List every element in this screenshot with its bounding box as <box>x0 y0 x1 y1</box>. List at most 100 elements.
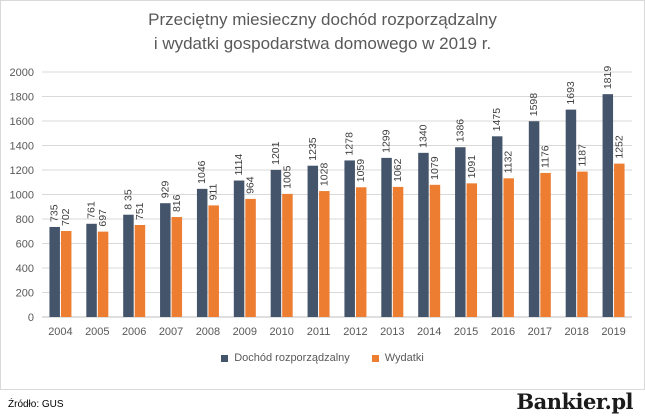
data-label-wydatki: 1091 <box>466 155 478 179</box>
bar-dochod <box>49 226 60 317</box>
x-tick-label: 2013 <box>380 326 404 338</box>
y-tick-label: 1600 <box>10 116 34 128</box>
source-note: Źródło: GUS <box>8 399 64 410</box>
y-tick-label: 800 <box>16 214 34 226</box>
chart-title-line-2: i wydatki gospodarstwa domowego w 2019 r… <box>153 34 492 53</box>
chart-legend: Dochód rozporządzalny Wydatki <box>0 352 645 364</box>
x-tick-label: 2008 <box>196 326 220 338</box>
bar-dochod <box>233 180 245 317</box>
y-tick-label: 2000 <box>10 67 34 79</box>
data-label-wydatki: 1062 <box>392 158 404 182</box>
logo-main: Bankier <box>516 389 605 414</box>
x-tick-label: 2017 <box>528 326 552 338</box>
data-label-wydatki: 1079 <box>429 156 441 180</box>
bar-dochod <box>270 169 282 317</box>
data-label-wydatki: 816 <box>171 194 183 212</box>
bar-wydatki <box>392 186 404 317</box>
data-label-dochod: 1386 <box>454 119 466 143</box>
x-tick-label: 2010 <box>269 326 293 338</box>
y-tick-label: 1400 <box>10 141 34 153</box>
data-label-dochod: 1201 <box>270 141 282 165</box>
bar-wydatki <box>577 171 588 317</box>
data-label-dochod: 1235 <box>307 137 319 161</box>
data-label-dochod: 1598 <box>528 93 540 117</box>
data-label-wydatki: 751 <box>134 202 146 220</box>
bar-chart: 0 200 400 600 800 1000 1200 1400 1600 1800 2000 735… <box>10 66 632 338</box>
bar-wydatki <box>97 231 109 317</box>
legend-item-dochod: Dochód rozporządzalny <box>221 352 350 364</box>
bankier-logo: Bankier.pl <box>516 389 633 414</box>
bar-dochod <box>418 152 429 317</box>
bar-dochod <box>344 160 355 317</box>
x-tick-label: 2007 <box>159 326 183 338</box>
data-label-wydatki: 702 <box>60 208 72 226</box>
bar-dochod <box>491 136 503 317</box>
bar-wydatki <box>60 231 72 317</box>
y-tick-label: 0 <box>28 312 34 324</box>
x-tick-label: 2018 <box>564 326 588 338</box>
x-tick-label: 2009 <box>233 326 257 338</box>
data-label-dochod: 8 35 <box>122 189 134 210</box>
x-tick-label: 2004 <box>48 326 72 338</box>
x-tick-label: 2015 <box>454 326 478 338</box>
bar-wydatki <box>319 191 330 317</box>
bar-dochod <box>565 109 577 317</box>
bar-dochod <box>602 94 614 317</box>
bar-dochod <box>86 223 97 317</box>
data-label-dochod: 929 <box>159 181 171 199</box>
bar-wydatki <box>208 205 219 317</box>
legend-label-dochod: Dochód rozporządzalny <box>234 352 350 364</box>
bar-wydatki <box>355 187 367 317</box>
x-tick-label: 2006 <box>122 326 146 338</box>
y-tick-label: 1000 <box>10 190 34 202</box>
legend-label-wydatki: Wydatki <box>384 352 424 364</box>
data-label-wydatki: 1059 <box>355 159 367 183</box>
logo-suffix: .pl <box>604 389 634 414</box>
y-tick-label: 1200 <box>10 165 34 177</box>
data-label-wydatki: 1187 <box>576 144 588 167</box>
data-label-wydatki: 964 <box>245 176 257 194</box>
x-tick-label: 2019 <box>601 326 625 338</box>
bar-wydatki <box>540 172 551 317</box>
data-label-wydatki: 1132 <box>503 151 515 174</box>
bar-dochod <box>307 165 319 317</box>
bar-wydatki <box>282 193 293 317</box>
bar-wydatki <box>466 183 478 317</box>
legend-item-wydatki: Wydatki <box>371 352 424 364</box>
data-label-dochod: 1340 <box>417 124 429 148</box>
bar-wydatki <box>503 178 514 317</box>
y-tick-label: 600 <box>16 239 34 251</box>
data-label-dochod: 1046 <box>196 160 208 184</box>
data-label-wydatki: 911 <box>208 184 220 201</box>
bar-wydatki <box>245 198 256 317</box>
data-label-dochod: 1278 <box>344 132 356 156</box>
legend-swatch-dochod <box>221 354 229 362</box>
data-label-dochod: 1693 <box>565 81 577 105</box>
x-tick-label: 2012 <box>343 326 367 338</box>
bar-dochod <box>196 188 208 317</box>
chart-title-line-1: Przeciętny miesieczny dochód rozporządza… <box>148 10 497 29</box>
bar-dochod <box>123 214 134 317</box>
x-tick-label: 2016 <box>491 326 515 338</box>
bar-wydatki <box>614 163 625 317</box>
y-tick-label: 1800 <box>10 92 34 104</box>
data-label-dochod: 1299 <box>381 129 393 153</box>
chart-area: 0 200 400 600 800 1000 1200 1400 1600 1800 2000 735… <box>10 66 632 338</box>
y-tick-label: 200 <box>16 288 34 300</box>
data-label-dochod: 761 <box>86 201 98 219</box>
x-tick-label: 2014 <box>417 326 441 338</box>
bar-wydatki <box>134 225 146 317</box>
data-label-wydatki: 1005 <box>281 165 293 189</box>
bar-dochod <box>528 121 540 318</box>
data-label-wydatki: 1252 <box>613 135 625 159</box>
data-label-dochod: 735 <box>49 204 61 222</box>
data-label-wydatki: 1176 <box>540 145 552 168</box>
x-tick-label: 2005 <box>85 326 109 338</box>
bar-wydatki <box>171 217 183 317</box>
x-tick-label: 2011 <box>307 326 331 338</box>
data-label-dochod: 1114 <box>233 154 245 176</box>
data-label-wydatki: 697 <box>97 209 109 227</box>
bar-dochod <box>160 203 171 317</box>
data-label-wydatki: 1028 <box>318 163 330 187</box>
y-tick-label: 400 <box>16 263 34 275</box>
